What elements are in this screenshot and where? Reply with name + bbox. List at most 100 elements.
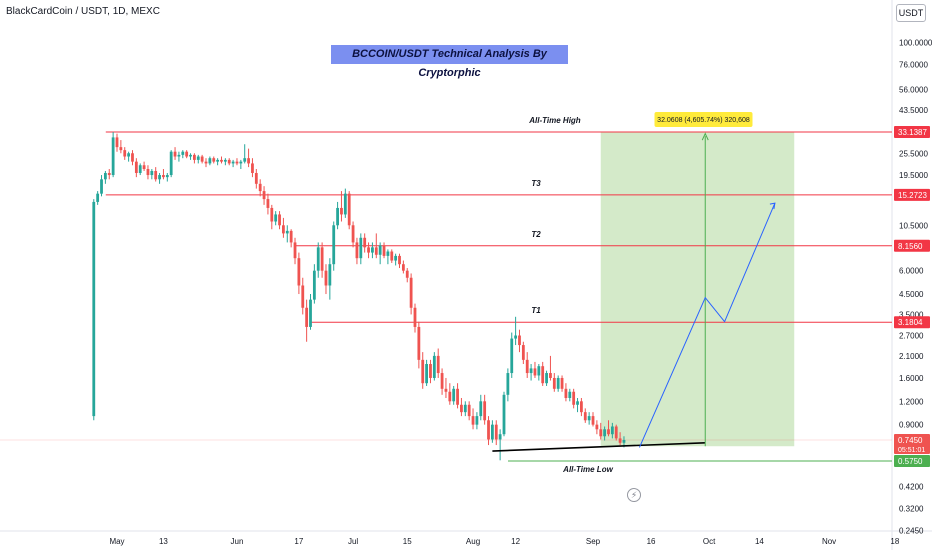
price-tag [894, 126, 930, 138]
current-price-label: 0.7450 [898, 436, 923, 445]
candle [223, 158, 227, 166]
candles-layer[interactable] [92, 132, 626, 461]
candle-body [521, 345, 525, 360]
candle [200, 154, 204, 164]
x-tick-label: 17 [294, 537, 303, 546]
x-tick-label: Jun [231, 537, 244, 546]
current-price-tag [894, 434, 930, 454]
candle-body [266, 199, 270, 208]
y-tick-label: 2.7000 [899, 331, 924, 340]
price-axis[interactable]: 100.0000 76.0000 56.0000 43.5000 25.5000 19.5… [899, 38, 932, 535]
candle [483, 394, 487, 425]
candle [401, 260, 405, 274]
candle-body [185, 151, 189, 157]
candle-body [293, 242, 297, 259]
symbol-label[interactable]: BlackCardCoin / USDT, 1D, MEXC [6, 6, 160, 17]
candle [266, 193, 270, 215]
y-tick-label: 25.5000 [899, 149, 928, 158]
drawings-layer: 32.0608 (4,605.74%) 320,608 [492, 112, 776, 452]
level-label: T3 [531, 179, 541, 188]
candle-body [409, 277, 413, 308]
candle [537, 364, 541, 381]
candle-body [177, 154, 181, 157]
candle-body [347, 193, 351, 226]
candle [243, 144, 247, 164]
candle-body [576, 401, 579, 405]
candle-body [463, 404, 467, 413]
lightning-icon[interactable]: ⚡ [627, 488, 641, 502]
candle-body [111, 137, 115, 176]
candle-body [390, 251, 394, 261]
candle-body [440, 373, 444, 389]
level-label: T2 [531, 230, 541, 239]
price-tag-label: 0.5750 [898, 457, 923, 466]
candle [529, 364, 533, 381]
candle [347, 191, 351, 230]
candle-body [297, 258, 301, 286]
candle [587, 412, 591, 425]
candle [460, 397, 463, 417]
candle [382, 242, 386, 259]
candle [556, 375, 560, 392]
time-axis[interactable]: May 13 Jun 17 Jul 15 Aug 12 Sep 16 Oct 14 Nov 18 [109, 537, 899, 546]
candle-body [552, 377, 556, 389]
candle-body [146, 169, 150, 176]
candle-body [142, 165, 146, 170]
candle [312, 264, 316, 304]
candle-body [386, 251, 390, 256]
candle [270, 204, 274, 230]
candle [282, 217, 285, 238]
candle [158, 172, 161, 184]
candle-body [525, 359, 529, 374]
candle [227, 158, 231, 166]
y-tick-label: 56.0000 [899, 85, 928, 94]
candle-body [444, 388, 448, 392]
measure-callout [654, 112, 753, 127]
candle-body [541, 366, 545, 384]
countdown-label: 05:51:01 [898, 447, 925, 454]
candle-body [154, 170, 158, 180]
candle [343, 188, 347, 218]
candle-body [560, 377, 564, 389]
chart-title: BCCOIN/USDT Technical Analysis By Crypto… [331, 45, 568, 79]
candle-body [301, 285, 305, 308]
x-tick-label: 12 [511, 537, 520, 546]
candle [564, 383, 568, 402]
candle-body [309, 299, 312, 327]
projection-path [638, 202, 776, 448]
price-tag-label: 15.2723 [898, 191, 927, 200]
candle [103, 170, 107, 184]
candle-body [173, 151, 177, 157]
candle [498, 429, 502, 461]
candle [289, 229, 293, 248]
candle [208, 156, 212, 166]
candle [490, 420, 494, 443]
candle [545, 370, 548, 386]
candle-body [231, 161, 235, 164]
level-lines-layer: All-Time High T3 T2 T1 All-Time Low [0, 116, 892, 474]
candle [614, 424, 618, 441]
candle [305, 299, 309, 342]
candle-body [258, 183, 262, 192]
candle [355, 237, 359, 265]
x-tick-label: 15 [403, 537, 412, 546]
candle-body [119, 147, 123, 151]
candle-body [227, 159, 231, 164]
candle-body [127, 153, 131, 157]
x-tick-label: 18 [890, 537, 899, 546]
y-tick-label: 1.2000 [899, 397, 924, 406]
candle [251, 158, 254, 178]
candle [100, 175, 103, 197]
candle-body [274, 214, 278, 222]
measure-callout-text: 32.0608 (4,605.74%) 320,608 [657, 117, 750, 124]
candle-body [158, 175, 161, 180]
candle-body [138, 165, 142, 173]
candle-body [448, 391, 452, 402]
currency-button[interactable]: USDT [896, 4, 926, 22]
candle [169, 150, 173, 178]
candle-body [123, 150, 127, 157]
candle-body [529, 368, 533, 374]
candle-body [243, 158, 247, 162]
